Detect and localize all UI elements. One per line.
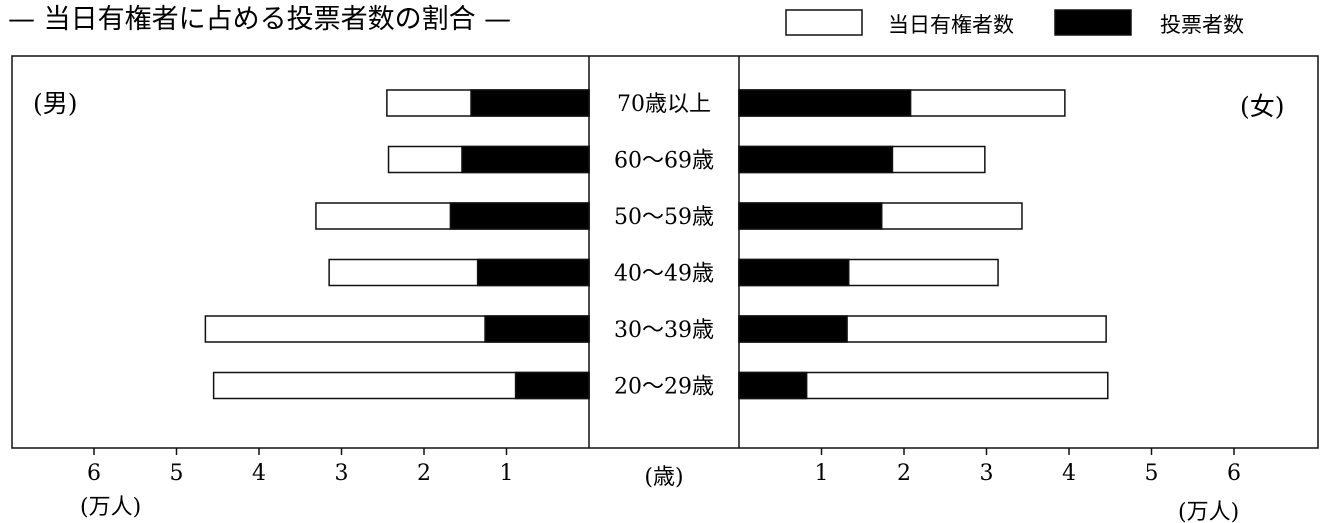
female-voters-bar [738, 202, 883, 230]
legend-label-voters: 投票者数 [1160, 13, 1244, 37]
legend-swatch-voters [1054, 9, 1132, 36]
bars-layer [204, 89, 1109, 400]
female-unit-label: (万人) [1178, 500, 1239, 523]
age-category-label: 20〜29歳 [614, 375, 714, 400]
male-tick-label: 6 [87, 461, 101, 486]
male-voters-bar [476, 258, 590, 287]
legend: 当日有権者数 投票者数 [785, 9, 1244, 37]
male-tick-label: 3 [335, 461, 349, 486]
age-category-label: 60〜69歳 [614, 149, 714, 174]
male-voters-bar [484, 315, 590, 343]
male-voters-bar [449, 202, 590, 230]
category-labels: 70歳以上 60〜69歳 50〜59歳 40〜49歳 30〜39歳 20〜29歳 [614, 92, 714, 400]
female-tick-label: 6 [1227, 461, 1241, 486]
male-voters-bar [461, 145, 590, 174]
male-unit-label: (万人) [80, 495, 141, 520]
female-voters-bar [738, 371, 808, 400]
male-tick-label: 2 [417, 461, 431, 486]
plot-frame [11, 55, 1319, 449]
male-panel-label: (男) [33, 89, 78, 118]
x-axis-ticks: 1 1 2 2 3 3 4 4 5 5 6 6 [87, 448, 1241, 486]
age-category-label: 70歳以上 [617, 92, 711, 117]
female-tick-label: 1 [815, 461, 829, 486]
age-category-label: 50〜59歳 [614, 205, 714, 230]
age-category-label: 40〜49歳 [614, 262, 714, 287]
female-voters-bar [738, 315, 848, 343]
male-voters-bar [514, 371, 590, 400]
female-tick-label: 3 [980, 461, 994, 486]
chart-title: — 当日有権者に占める投票者数の割合 — [8, 4, 511, 35]
female-tick-label: 5 [1145, 461, 1159, 486]
female-voters-bar [738, 258, 850, 287]
age-category-label: 30〜39歳 [614, 318, 714, 343]
male-voters-bar [470, 89, 590, 117]
male-tick-label: 4 [252, 461, 266, 486]
male-tick-label: 5 [170, 461, 184, 486]
female-voters-bar [738, 89, 912, 117]
legend-label-eligible: 当日有権者数 [888, 13, 1014, 37]
female-tick-label: 4 [1062, 461, 1076, 486]
female-panel-label: (女) [1240, 92, 1285, 121]
female-tick-label: 2 [897, 461, 911, 486]
female-voters-bar [738, 145, 894, 174]
age-axis-label: (歳) [644, 465, 683, 490]
male-tick-label: 1 [500, 461, 514, 486]
legend-swatch-eligible [785, 9, 863, 36]
